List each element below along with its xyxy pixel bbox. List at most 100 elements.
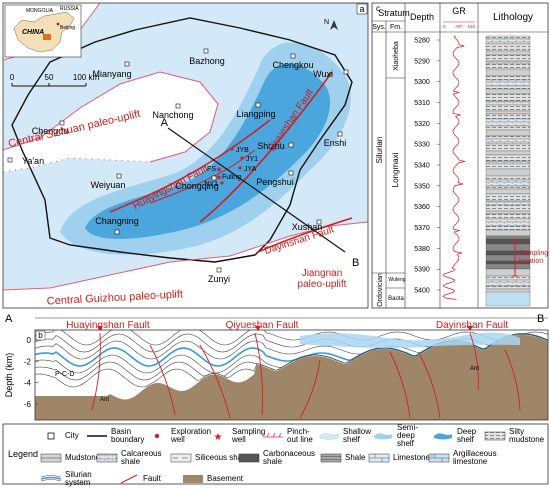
study-area xyxy=(43,34,51,40)
litho-bed xyxy=(485,163,531,170)
depth-label: 5340 xyxy=(414,163,430,170)
legend-icon xyxy=(484,431,506,441)
depth-label: 5370 xyxy=(414,225,430,232)
legend-icon-part xyxy=(47,432,55,440)
depth-label: 5360 xyxy=(414,204,430,211)
city-label: Nanchong xyxy=(152,110,193,120)
legend-icon xyxy=(47,432,55,440)
city-marker xyxy=(116,173,122,179)
section-line xyxy=(167,127,346,253)
city-marker xyxy=(337,131,343,137)
legend-icon-part xyxy=(154,433,160,439)
china-shape xyxy=(13,11,75,53)
legend-item: Fault xyxy=(118,470,197,488)
inset-label: MONGOLIA xyxy=(26,8,54,14)
legend-label: Silurian system xyxy=(65,470,92,487)
city-label: Ya'an xyxy=(22,156,44,166)
fault xyxy=(109,119,271,213)
legend-icon-part xyxy=(374,433,392,440)
map xyxy=(3,3,368,308)
panel-box xyxy=(35,330,46,341)
inset-label: Beijing xyxy=(60,25,75,31)
legend-icon-part xyxy=(96,453,118,463)
formation-label: Longmaxi xyxy=(391,152,400,187)
legend-label: Semi-deep shelf xyxy=(397,423,418,448)
column-grid xyxy=(372,3,548,308)
city-marker xyxy=(7,157,13,163)
legend-item: Limestone xyxy=(368,449,447,467)
litho-bed xyxy=(485,225,531,231)
legend-item: Exploration well xyxy=(146,427,211,445)
legend-icon-part xyxy=(320,453,342,463)
legend-icon xyxy=(320,453,342,463)
legend-icon xyxy=(154,433,160,439)
section-end: A xyxy=(5,313,13,325)
inset-label: RUSSIA xyxy=(60,6,79,12)
legend-label: Fault xyxy=(143,474,161,483)
legend-label: Basement xyxy=(207,474,244,483)
fault xyxy=(299,359,321,419)
section-end: A xyxy=(161,117,169,129)
legend-icon-part xyxy=(484,431,506,441)
legend-icon xyxy=(263,432,283,438)
depth-label: 5390 xyxy=(414,267,430,274)
axis-label: Depth (km) xyxy=(4,353,14,398)
litho-bed xyxy=(485,104,531,112)
column-header: Depth xyxy=(410,12,434,22)
basement xyxy=(35,334,548,420)
sampling-bracket xyxy=(512,239,518,277)
unit-label: P-C-D xyxy=(55,371,74,378)
legend-label: Limestone xyxy=(393,453,430,462)
legend-item: Basin boundary xyxy=(86,427,144,445)
inset-label: CHINA xyxy=(22,29,44,36)
litho-bed xyxy=(485,193,531,202)
litho-bed xyxy=(485,143,531,152)
scale-label: 50 xyxy=(45,73,54,82)
depth-label: 5300 xyxy=(414,79,430,86)
legend-item: Silurian system xyxy=(40,470,119,488)
litho-bed xyxy=(485,38,531,45)
litho-bed xyxy=(485,175,531,181)
city-label: Wuxi xyxy=(313,69,333,79)
well-label: FS xyxy=(207,166,216,173)
scale-label: 0 xyxy=(10,73,15,82)
column-header: Stratum xyxy=(378,8,410,18)
well-marker: ★ xyxy=(215,173,222,182)
city-marker xyxy=(343,69,349,75)
litho-bed xyxy=(485,188,531,195)
well-marker xyxy=(238,166,242,170)
litho-bed xyxy=(485,229,531,237)
legend-icon-part xyxy=(434,433,452,440)
fault xyxy=(469,332,479,391)
wells: JYB JY1 JYA ★FS★ Fuling NY1 xyxy=(204,147,258,188)
city-marker xyxy=(316,219,322,225)
legend-item: Silty mudstone xyxy=(484,427,544,445)
city-marker xyxy=(203,48,209,54)
gr-scale: 150 xyxy=(467,24,475,29)
legend-frame xyxy=(2,423,549,485)
legend-icon xyxy=(434,433,452,440)
litho-bed xyxy=(485,200,531,206)
litho-bed xyxy=(485,50,531,56)
litho-bed xyxy=(485,63,531,70)
lithology xyxy=(485,35,531,307)
legend-icon-part xyxy=(120,474,138,484)
scale-label: 100 km xyxy=(73,73,100,82)
legend-icon: ★ xyxy=(214,432,223,441)
legend-title: Legend xyxy=(8,449,38,459)
depth-tick-label: -6 xyxy=(24,400,32,409)
fault xyxy=(504,349,521,411)
city-label: Chengdu xyxy=(32,126,69,136)
legend-icon xyxy=(87,435,107,437)
deep-shelf xyxy=(85,63,331,239)
litho-bed xyxy=(485,279,531,287)
legend-label: City xyxy=(65,431,79,440)
depth-tick-label: -4 xyxy=(24,379,32,388)
city-label: Zunyi xyxy=(208,274,230,284)
depth-tick-label: -2 xyxy=(24,357,32,366)
city-marker xyxy=(290,53,296,59)
litho-bed xyxy=(485,88,531,95)
panel-box xyxy=(356,3,368,15)
column-header: Lithology xyxy=(493,12,533,23)
north-label: N xyxy=(324,19,329,26)
